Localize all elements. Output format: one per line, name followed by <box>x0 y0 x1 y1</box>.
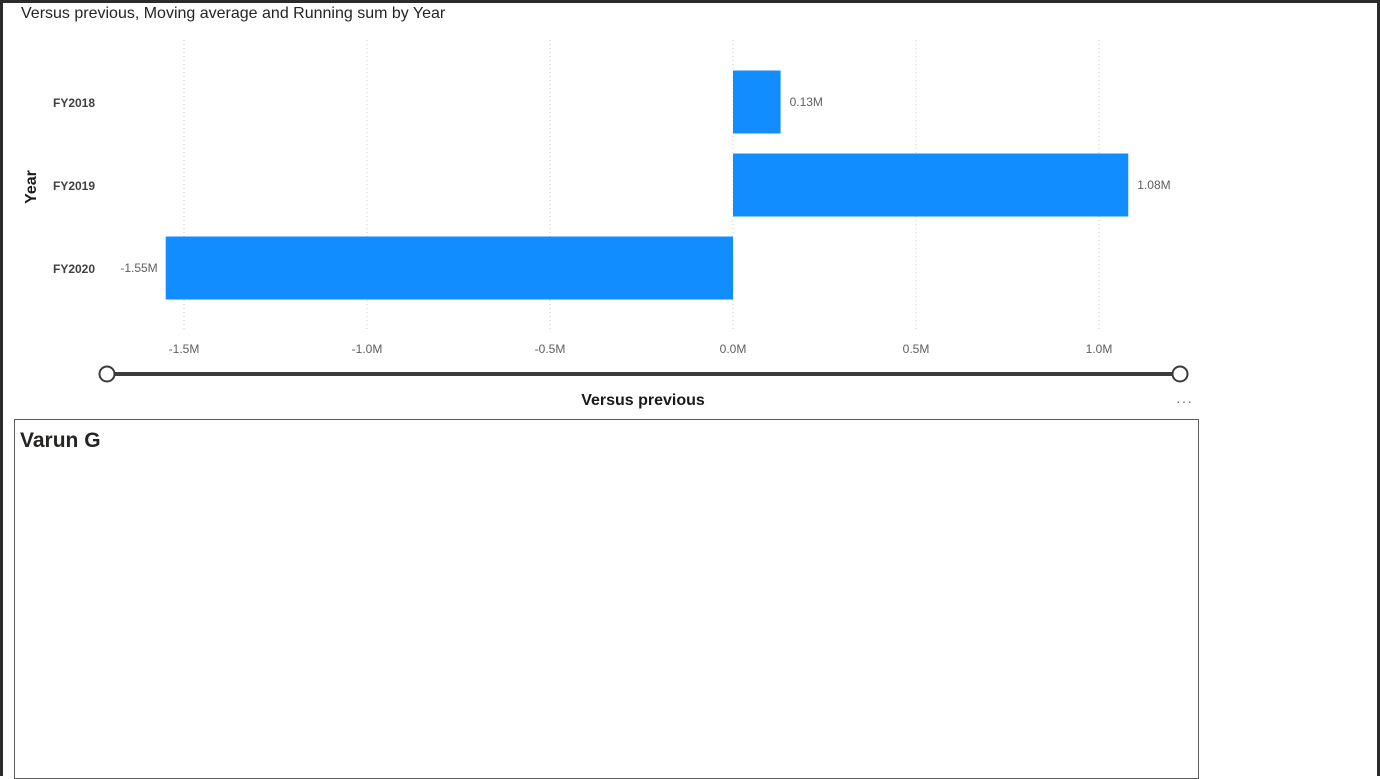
y-category-label: FY2019 <box>53 179 95 193</box>
data-label: 0.13M <box>790 95 823 109</box>
x-tick-label: -1.5M <box>169 342 200 356</box>
bar-chart: -1.5M -1.0M -0.5M 0.0M 0.5M 1.0M FY2018 0.13M FY… <box>23 40 1189 409</box>
frame-left-border <box>0 0 3 776</box>
x-axis-title: Versus previous <box>581 392 705 409</box>
bar-fy2018[interactable] <box>733 70 781 134</box>
data-label: 1.08M <box>1137 178 1170 192</box>
x-tick-label: 1.0M <box>1086 342 1113 356</box>
y-category-label: FY2020 <box>53 262 95 276</box>
y-category-label: FY2018 <box>53 96 95 110</box>
x-tick-label: 0.0M <box>720 342 747 356</box>
data-label: -1.55M <box>120 261 157 275</box>
frame-right-border <box>1377 0 1380 776</box>
x-tick-label: -1.0M <box>352 342 383 356</box>
zoom-slider-start-handle[interactable] <box>98 365 116 383</box>
more-options-icon[interactable]: ··· <box>1176 393 1193 409</box>
x-tick-label: 0.5M <box>903 342 930 356</box>
zoom-slider-end-handle[interactable] <box>1171 365 1189 383</box>
chart-title: Versus previous, Moving average and Runn… <box>21 5 446 22</box>
bar-fy2020[interactable] <box>165 236 733 300</box>
frame-top-border <box>0 0 1380 3</box>
card-title: Varun G <box>20 429 101 452</box>
x-tick-label: -0.5M <box>535 342 566 356</box>
y-axis-title: Year <box>23 170 40 204</box>
card-visual: Varun G <box>14 419 1199 779</box>
bar-fy2019[interactable] <box>733 153 1129 217</box>
